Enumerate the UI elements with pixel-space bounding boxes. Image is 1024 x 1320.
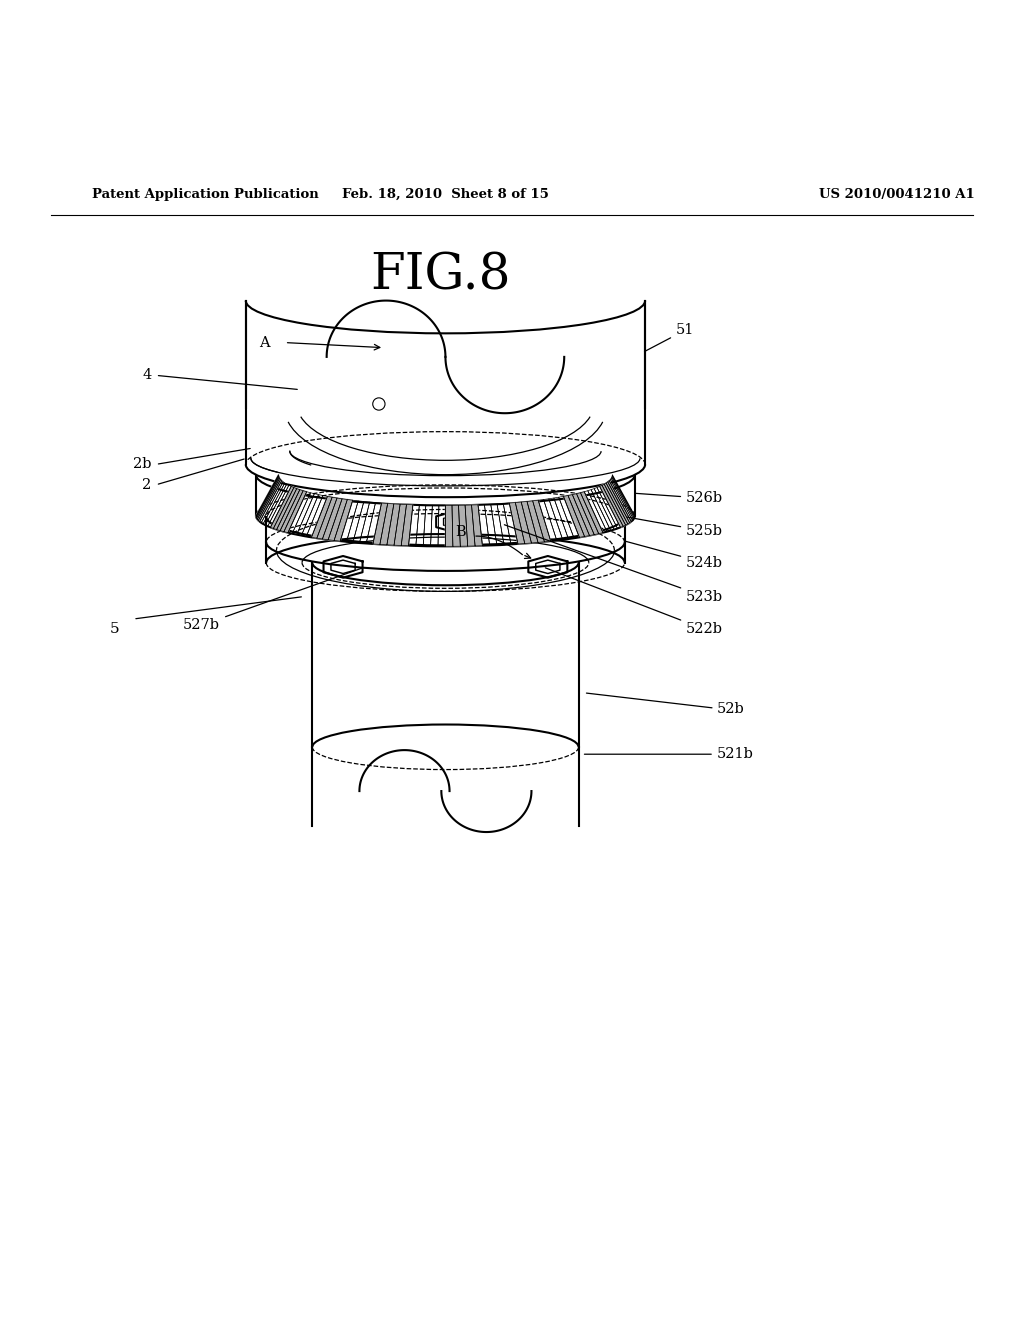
Polygon shape bbox=[600, 486, 624, 528]
Text: 526b: 526b bbox=[635, 491, 723, 506]
Text: 51: 51 bbox=[644, 323, 694, 351]
Polygon shape bbox=[276, 488, 300, 531]
Polygon shape bbox=[284, 491, 306, 533]
Polygon shape bbox=[532, 500, 551, 541]
Text: Patent Application Publication: Patent Application Publication bbox=[92, 187, 318, 201]
Text: 525b: 525b bbox=[628, 517, 723, 539]
Polygon shape bbox=[445, 506, 453, 546]
Polygon shape bbox=[401, 504, 413, 545]
Text: 522b: 522b bbox=[546, 568, 723, 636]
Polygon shape bbox=[602, 484, 626, 527]
Polygon shape bbox=[471, 504, 482, 546]
Text: 527b: 527b bbox=[183, 568, 362, 632]
Polygon shape bbox=[521, 502, 538, 543]
Polygon shape bbox=[373, 503, 388, 544]
Text: B: B bbox=[456, 525, 466, 539]
Text: US 2010/0041210 A1: US 2010/0041210 A1 bbox=[819, 187, 975, 201]
Polygon shape bbox=[281, 490, 303, 532]
Text: 521b: 521b bbox=[585, 747, 754, 762]
Text: 5: 5 bbox=[110, 622, 120, 636]
Text: 52b: 52b bbox=[717, 702, 744, 717]
Polygon shape bbox=[465, 506, 475, 546]
Polygon shape bbox=[257, 477, 280, 519]
Polygon shape bbox=[256, 475, 279, 517]
Polygon shape bbox=[323, 498, 342, 540]
Polygon shape bbox=[273, 487, 297, 529]
Text: 2b: 2b bbox=[133, 458, 152, 471]
Polygon shape bbox=[257, 478, 281, 520]
Polygon shape bbox=[328, 499, 347, 540]
Polygon shape bbox=[607, 480, 631, 523]
Polygon shape bbox=[572, 494, 594, 536]
Polygon shape bbox=[380, 503, 394, 545]
Polygon shape bbox=[604, 483, 628, 525]
Text: 2: 2 bbox=[142, 478, 152, 492]
Polygon shape bbox=[256, 477, 280, 517]
Polygon shape bbox=[577, 492, 599, 535]
Polygon shape bbox=[316, 498, 337, 539]
Text: A: A bbox=[259, 335, 269, 350]
Polygon shape bbox=[563, 495, 585, 537]
Polygon shape bbox=[334, 499, 352, 541]
Polygon shape bbox=[258, 479, 282, 521]
Text: 523b: 523b bbox=[505, 525, 723, 603]
Polygon shape bbox=[459, 506, 468, 546]
Text: Feb. 18, 2010  Sheet 8 of 15: Feb. 18, 2010 Sheet 8 of 15 bbox=[342, 187, 549, 201]
Polygon shape bbox=[568, 495, 590, 536]
Text: 4: 4 bbox=[142, 368, 152, 383]
Polygon shape bbox=[270, 486, 294, 528]
Text: FIG.8: FIG.8 bbox=[370, 251, 511, 301]
Polygon shape bbox=[394, 504, 407, 545]
Text: 524b: 524b bbox=[625, 541, 723, 570]
Polygon shape bbox=[606, 482, 630, 524]
Polygon shape bbox=[515, 502, 531, 544]
Polygon shape bbox=[311, 496, 332, 539]
Polygon shape bbox=[509, 503, 524, 544]
Polygon shape bbox=[581, 492, 603, 533]
Polygon shape bbox=[387, 504, 400, 545]
Polygon shape bbox=[452, 506, 461, 546]
Polygon shape bbox=[527, 500, 545, 543]
